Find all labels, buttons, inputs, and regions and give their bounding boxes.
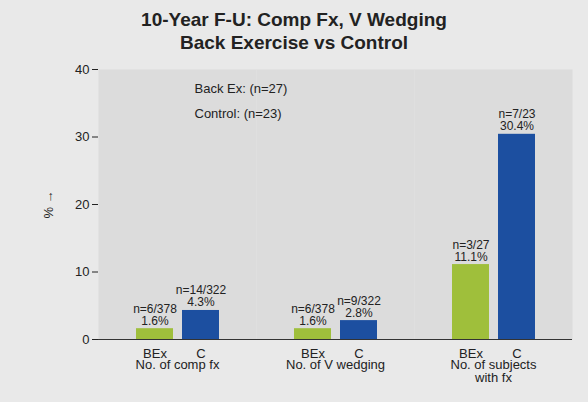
svg-text:C: C bbox=[196, 346, 205, 361]
svg-text:BEx: BEx bbox=[301, 346, 325, 361]
svg-text:C: C bbox=[354, 346, 363, 361]
svg-text:20: 20 bbox=[75, 197, 89, 212]
svg-text:No. of comp fx: No. of comp fx bbox=[135, 356, 220, 372]
svg-text:30: 30 bbox=[75, 129, 89, 144]
svg-text:n=7/2330.4%: n=7/2330.4% bbox=[498, 107, 535, 133]
html-text:10-Year F-U: Comp Fx, V Wedgin: 10-Year F-U: Comp Fx, V Wedging bbox=[141, 9, 447, 30]
svg-text:Control: (n=23): Control: (n=23) bbox=[195, 106, 282, 121]
svg-text:n=6/3781.6%: n=6/3781.6% bbox=[291, 302, 335, 328]
svg-text:% →: % → bbox=[41, 190, 56, 218]
svg-text:10: 10 bbox=[75, 264, 89, 279]
svg-text:n=14/3224.3%: n=14/3224.3% bbox=[176, 283, 227, 309]
svg-text:n=6/3781.6%: n=6/3781.6% bbox=[133, 302, 177, 328]
svg-text:Back Ex: (n=27): Back Ex: (n=27) bbox=[195, 81, 288, 96]
svg-text:40: 40 bbox=[75, 62, 89, 77]
html-text:Back Exercise vs Control: Back Exercise vs Control bbox=[179, 32, 409, 53]
svg-text:0: 0 bbox=[82, 332, 89, 347]
svg-text:n=3/2711.1%: n=3/2711.1% bbox=[452, 238, 489, 264]
svg-text:C: C bbox=[512, 346, 521, 361]
svg-text:No. of V wedging: No. of V wedging bbox=[286, 356, 385, 372]
svg-text:n=9/3222.8%: n=9/3222.8% bbox=[337, 294, 381, 320]
svg-text:No. of subjectswith fx: No. of subjectswith fx bbox=[451, 357, 537, 385]
svg-text:BEx: BEx bbox=[143, 346, 167, 361]
svg-text:BEx: BEx bbox=[459, 346, 483, 361]
